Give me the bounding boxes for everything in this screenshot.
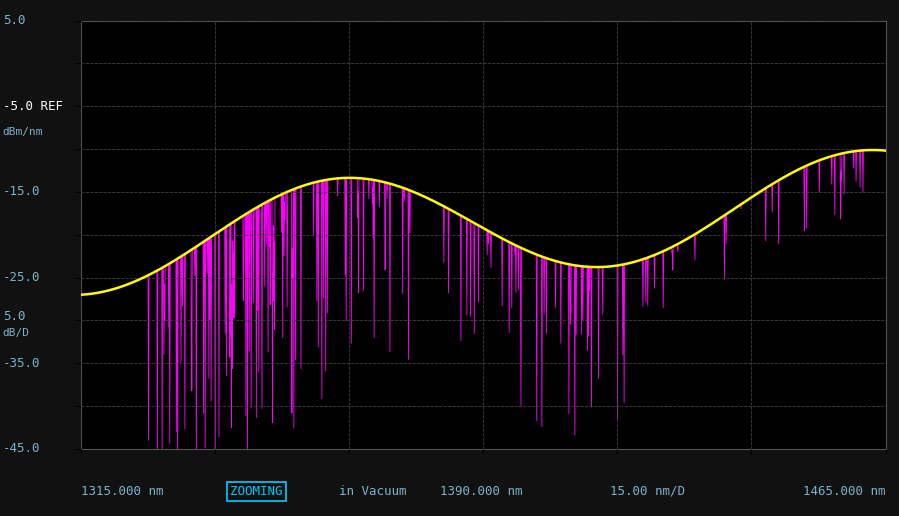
Text: 1315.000 nm: 1315.000 nm (81, 485, 164, 498)
Text: -35.0: -35.0 (3, 357, 40, 370)
Text: 1390.000 nm: 1390.000 nm (440, 485, 522, 498)
Text: 1465.000 nm: 1465.000 nm (803, 485, 886, 498)
Text: 5.0: 5.0 (3, 14, 25, 27)
Text: 15.00 nm/D: 15.00 nm/D (610, 485, 685, 498)
Text: -25.0: -25.0 (3, 271, 40, 284)
Text: in Vacuum: in Vacuum (339, 485, 407, 498)
Text: dBm/nm: dBm/nm (3, 127, 43, 137)
Text: -5.0 REF: -5.0 REF (3, 100, 63, 113)
Text: -15.0: -15.0 (3, 185, 40, 199)
Text: 5.0: 5.0 (3, 310, 25, 322)
Text: ZOOMING: ZOOMING (230, 485, 282, 498)
Text: -45.0: -45.0 (3, 442, 40, 456)
Text: dB/D: dB/D (3, 328, 30, 338)
